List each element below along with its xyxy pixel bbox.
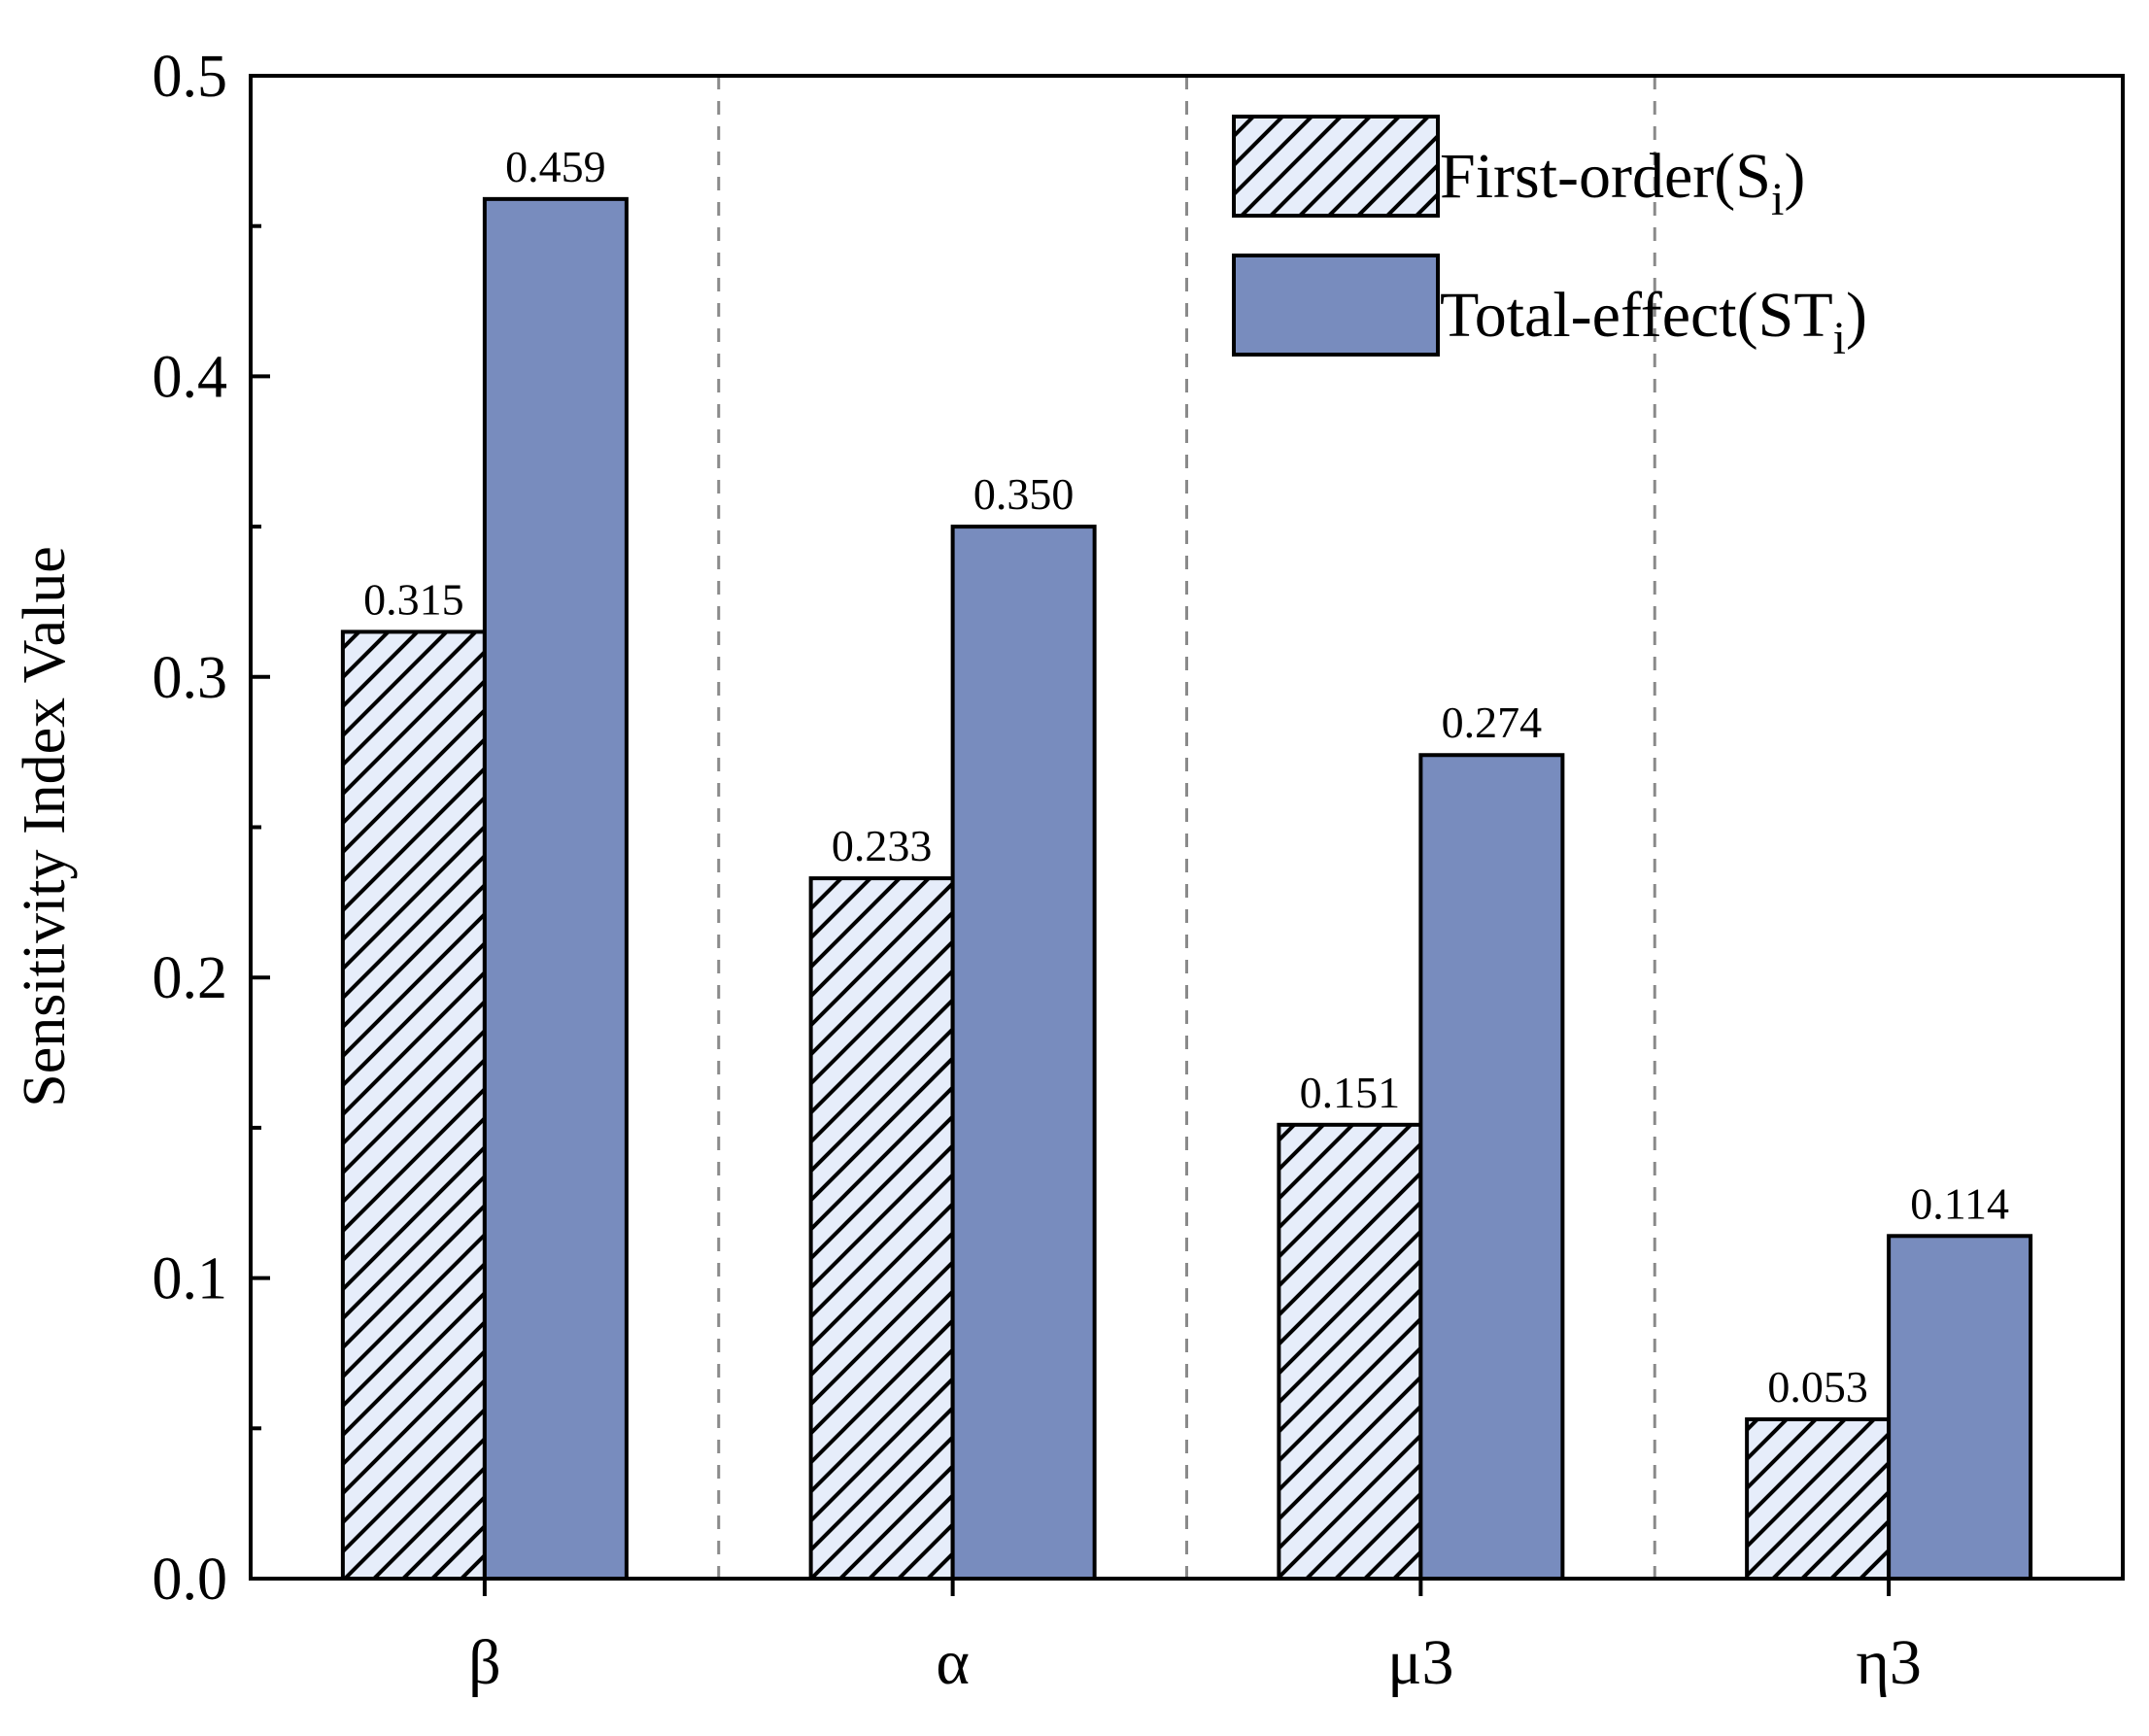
- legend: First-order(Si) Total-effect(STi): [1232, 115, 1867, 364]
- bar-first-order-2: [1277, 1122, 1423, 1582]
- legend-swatch-first-order: [1232, 115, 1440, 218]
- value-label-total-effect-0: 0.459: [505, 142, 606, 191]
- y-tick-label: 0.5: [153, 44, 228, 110]
- bar-first-order-3: [1745, 1417, 1892, 1581]
- value-label-total-effect-3: 0.114: [1910, 1178, 2009, 1228]
- y-axis-title: Sensitivity Index Value: [12, 546, 78, 1106]
- y-tick-label: 0.2: [153, 945, 228, 1011]
- y-tick-label: 0.4: [153, 344, 228, 410]
- y-axis: 0.0 0.1 0.2 0.3 0.4 0.5: [153, 44, 270, 1613]
- value-label-first-order-2: 0.151: [1300, 1068, 1401, 1117]
- value-label-total-effect-1: 0.350: [973, 469, 1074, 519]
- x-axis: β α μ3 η3: [468, 1579, 1922, 1698]
- value-labels: 0.315 0.459 0.233 0.350 0.151 0.274 0.053 0.114: [363, 142, 2009, 1412]
- x-category-label-2: μ3: [1387, 1627, 1453, 1698]
- bar-total-effect-3: [1887, 1234, 2033, 1582]
- value-label-first-order-3: 0.053: [1767, 1362, 1868, 1412]
- bar-first-order-0: [340, 630, 487, 1581]
- value-label-total-effect-2: 0.274: [1442, 698, 1543, 747]
- bars: [340, 196, 2033, 1582]
- value-label-first-order-0: 0.315: [363, 574, 464, 624]
- legend-swatch-total-effect: [1232, 254, 1440, 357]
- bar-total-effect-1: [950, 525, 1097, 1581]
- bar-total-effect-0: [482, 196, 629, 1581]
- y-tick-label: 0.0: [153, 1547, 228, 1613]
- legend-label-first-order: First-order(Si): [1440, 141, 1805, 225]
- y-tick-label: 0.3: [153, 645, 228, 711]
- x-category-label-0: β: [468, 1627, 501, 1698]
- y-tick-label: 0.1: [153, 1246, 228, 1312]
- bar-first-order-1: [808, 876, 955, 1581]
- bar-total-effect-2: [1418, 753, 1565, 1581]
- x-category-label-1: α: [936, 1627, 970, 1698]
- x-category-label-3: η3: [1856, 1627, 1922, 1698]
- value-label-first-order-1: 0.233: [832, 821, 933, 870]
- legend-label-total-effect: Total-effect(STi): [1440, 280, 1867, 364]
